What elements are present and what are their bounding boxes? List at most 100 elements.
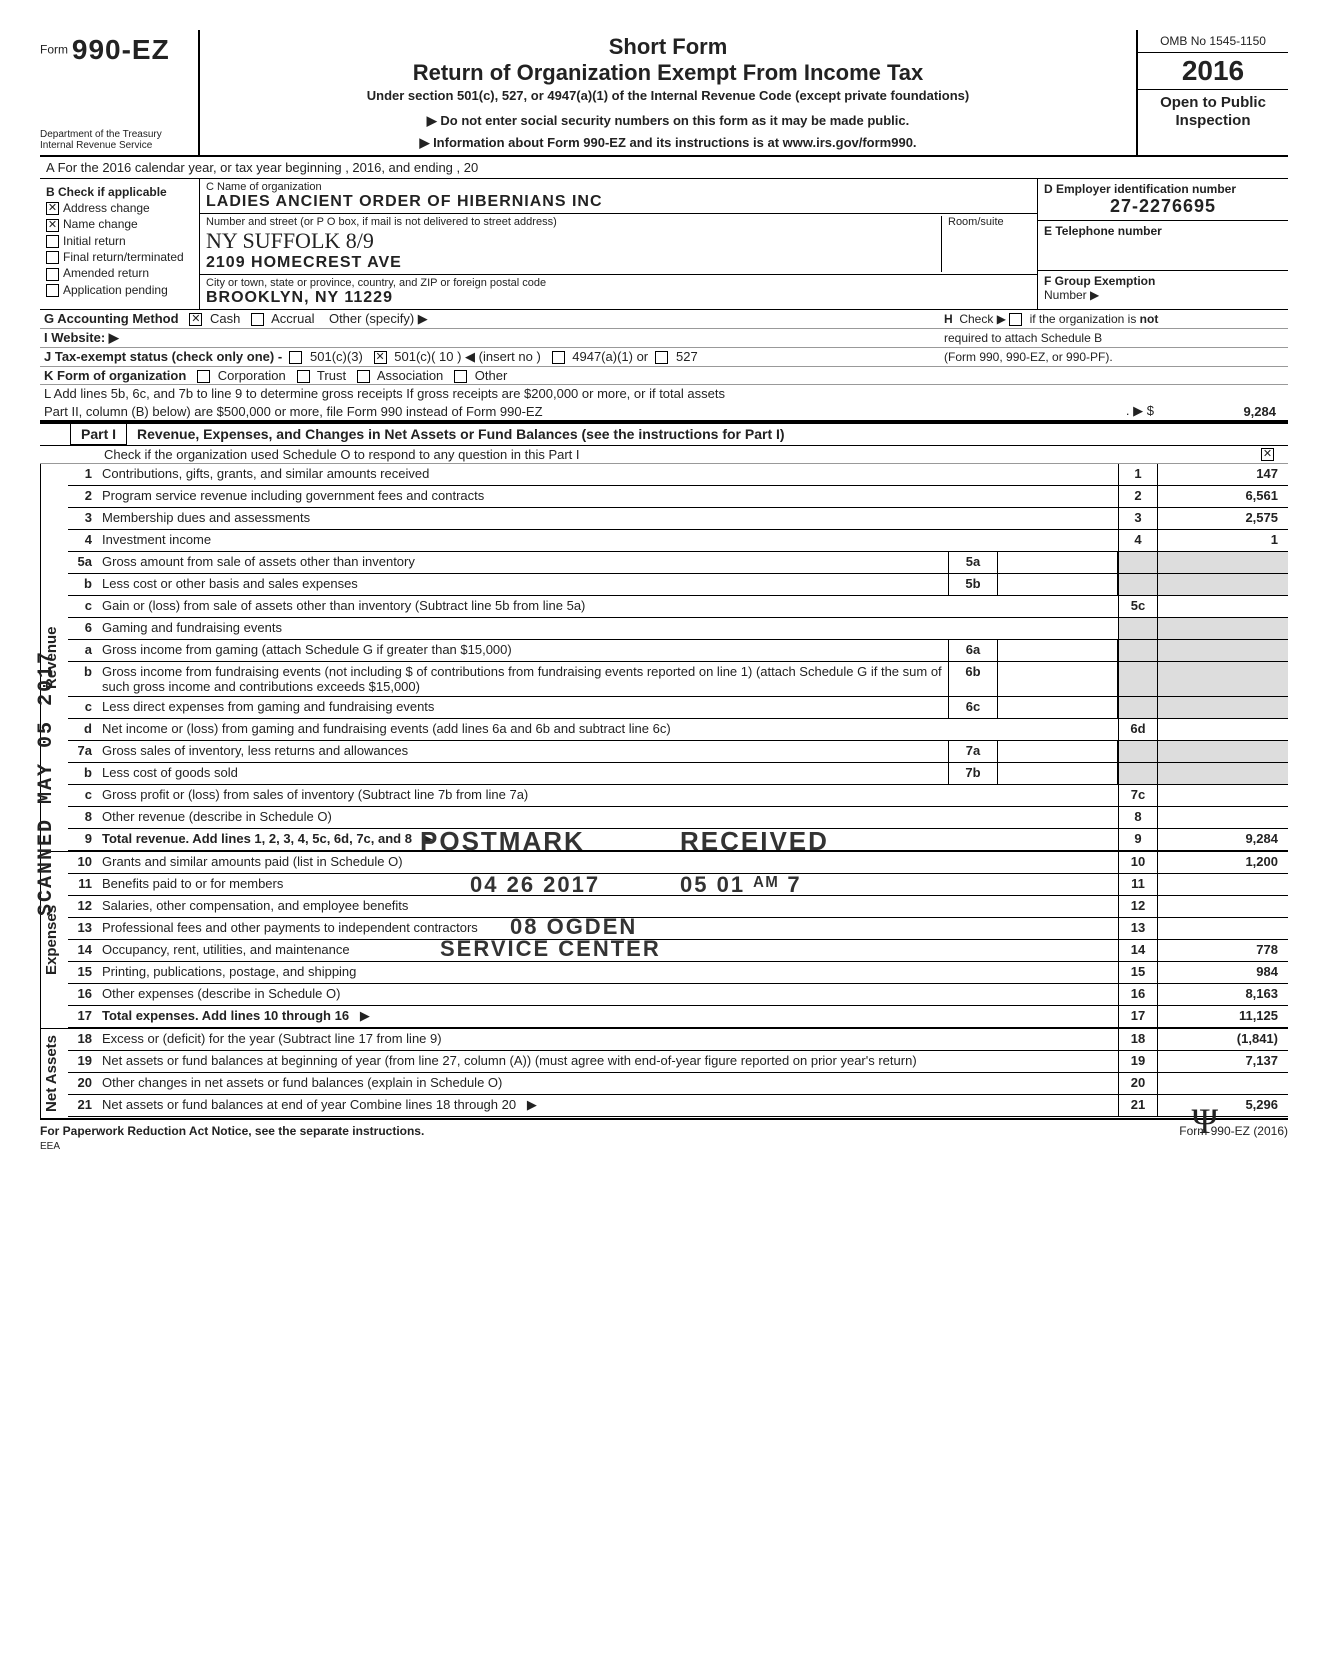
part1-title: Revenue, Expenses, and Changes in Net As… (127, 424, 1288, 445)
mid-value (998, 697, 1118, 718)
chk-corp[interactable] (197, 370, 210, 383)
chk-501c3[interactable] (289, 351, 302, 364)
chk-final-return[interactable]: Final return/terminated (46, 250, 193, 264)
line-desc: Investment income (98, 530, 1118, 551)
chk-527[interactable] (655, 351, 668, 364)
row-9: 9Total revenue. Add lines 1, 2, 3, 4, 5c… (68, 829, 1288, 851)
line-num: d (68, 719, 98, 740)
org-name-label: C Name of organization (206, 181, 1031, 193)
row-2: 2Program service revenue including gover… (68, 486, 1288, 508)
chk-address-change[interactable]: Address change (46, 201, 193, 215)
subtitle-1: Under section 501(c), 527, or 4947(a)(1)… (210, 88, 1126, 103)
line-num: 11 (68, 874, 98, 895)
line-desc: Total expenses. Add lines 10 through 16 … (98, 1006, 1118, 1027)
line-desc: Less cost or other basis and sales expen… (98, 574, 948, 595)
address-cell: Number and street (or P O box, if mail i… (200, 214, 1037, 275)
form-990ez: Form 990-EZ Department of the Treasury I… (40, 30, 1288, 1152)
line-num: 19 (68, 1051, 98, 1072)
right-line-num: 16 (1118, 984, 1158, 1005)
mid-value (998, 662, 1118, 696)
chk-application-pending[interactable]: Application pending (46, 283, 193, 297)
right-value: 5,296 (1158, 1095, 1288, 1116)
line-desc: Other changes in net assets or fund bala… (98, 1073, 1118, 1094)
line-num: 3 (68, 508, 98, 529)
line-h-cont2: (Form 990, 990-EZ, or 990-PF). (944, 350, 1284, 364)
line-h: H Check ▶ if the organization is not (944, 312, 1284, 326)
part1-check-text: Check if the organization used Schedule … (104, 447, 1261, 462)
right-value: 984 (1158, 962, 1288, 983)
chk-assoc[interactable] (357, 370, 370, 383)
telephone-label: E Telephone number (1044, 224, 1282, 238)
line-l-2: Part II, column (B) below) are $500,000 … (40, 402, 1288, 422)
line-desc: Benefits paid to or for members (98, 874, 1118, 895)
section-b-title: B Check if applicable (46, 185, 193, 199)
city-label: City or town, state or province, country… (206, 277, 1031, 289)
chk-schedule-o[interactable] (1261, 448, 1274, 461)
header-left: Form 990-EZ Department of the Treasury I… (40, 30, 200, 155)
line-l-1: L Add lines 5b, 6c, and 7b to line 9 to … (40, 385, 1288, 402)
header: Form 990-EZ Department of the Treasury I… (40, 30, 1288, 157)
chk-amended[interactable]: Amended return (46, 266, 193, 280)
right-line-num: 5c (1118, 596, 1158, 617)
city-value: BROOKLYN, NY 11229 (206, 289, 1031, 307)
chk-h[interactable] (1009, 313, 1022, 326)
right-value (1158, 918, 1288, 939)
right-line-num: 20 (1118, 1073, 1158, 1094)
right-value (1158, 1073, 1288, 1094)
chk-accrual[interactable] (251, 313, 264, 326)
line-num: 8 (68, 807, 98, 828)
part1-label: Part I (70, 424, 127, 445)
mid-value (998, 763, 1118, 784)
line-desc: Net assets or fund balances at beginning… (98, 1051, 1118, 1072)
row-21: 21Net assets or fund balances at end of … (68, 1095, 1288, 1117)
line-desc: Salaries, other compensation, and employ… (98, 896, 1118, 917)
right-value (1158, 874, 1288, 895)
mid-line-num: 7b (948, 763, 998, 784)
line-l-arrow: . ▶ $ (1054, 403, 1154, 419)
city-cell: City or town, state or province, country… (200, 275, 1037, 309)
stamp-scanned: SCANNED MAY 05 2017 (35, 650, 58, 916)
line-num: 16 (68, 984, 98, 1005)
mid-value (998, 640, 1118, 661)
mid-line-num: 7a (948, 741, 998, 762)
main-title: Return of Organization Exempt From Incom… (210, 60, 1126, 86)
line-num: b (68, 763, 98, 784)
line-desc: Gross sales of inventory, less returns a… (98, 741, 948, 762)
row-c: cGain or (loss) from sale of assets othe… (68, 596, 1288, 618)
right-value: 2,575 (1158, 508, 1288, 529)
chk-initial-return[interactable]: Initial return (46, 234, 193, 248)
line-desc: Gaming and fundraising events (98, 618, 1118, 639)
line-num: 18 (68, 1029, 98, 1050)
right-value (1158, 719, 1288, 740)
line-desc: Occupancy, rent, utilities, and maintena… (98, 940, 1118, 961)
right-shade-val (1158, 640, 1288, 661)
right-value: 1 (1158, 530, 1288, 551)
row-15: 15Printing, publications, postage, and s… (68, 962, 1288, 984)
line-num: 5a (68, 552, 98, 573)
dept-line1: Department of the Treasury (40, 129, 190, 140)
line-num: 6 (68, 618, 98, 639)
right-line-num: 11 (1118, 874, 1158, 895)
right-shade-val (1158, 662, 1288, 696)
chk-other-org[interactable] (454, 370, 467, 383)
chk-cash[interactable] (189, 313, 202, 326)
chk-trust[interactable] (297, 370, 310, 383)
org-name-cell: C Name of organization LADIES ANCIENT OR… (200, 179, 1037, 214)
line-desc: Printing, publications, postage, and shi… (98, 962, 1118, 983)
row-12: 12Salaries, other compensation, and empl… (68, 896, 1288, 918)
row-20: 20Other changes in net assets or fund ba… (68, 1073, 1288, 1095)
line-num: 2 (68, 486, 98, 507)
chk-name-change[interactable]: Name change (46, 217, 193, 231)
line-desc: Excess or (deficit) for the year (Subtra… (98, 1029, 1118, 1050)
revenue-section: Revenue 1Contributions, gifts, grants, a… (40, 464, 1288, 851)
row-16: 16Other expenses (describe in Schedule O… (68, 984, 1288, 1006)
row-b: bGross income from fundraising events (n… (68, 662, 1288, 697)
right-value (1158, 596, 1288, 617)
right-value (1158, 896, 1288, 917)
chk-4947[interactable] (552, 351, 565, 364)
row-17: 17Total expenses. Add lines 10 through 1… (68, 1006, 1288, 1028)
chk-501c-other[interactable] (374, 351, 387, 364)
line-j: J Tax-exempt status (check only one) - 5… (40, 348, 1288, 367)
line-num: 10 (68, 852, 98, 873)
line-desc: Professional fees and other payments to … (98, 918, 1118, 939)
